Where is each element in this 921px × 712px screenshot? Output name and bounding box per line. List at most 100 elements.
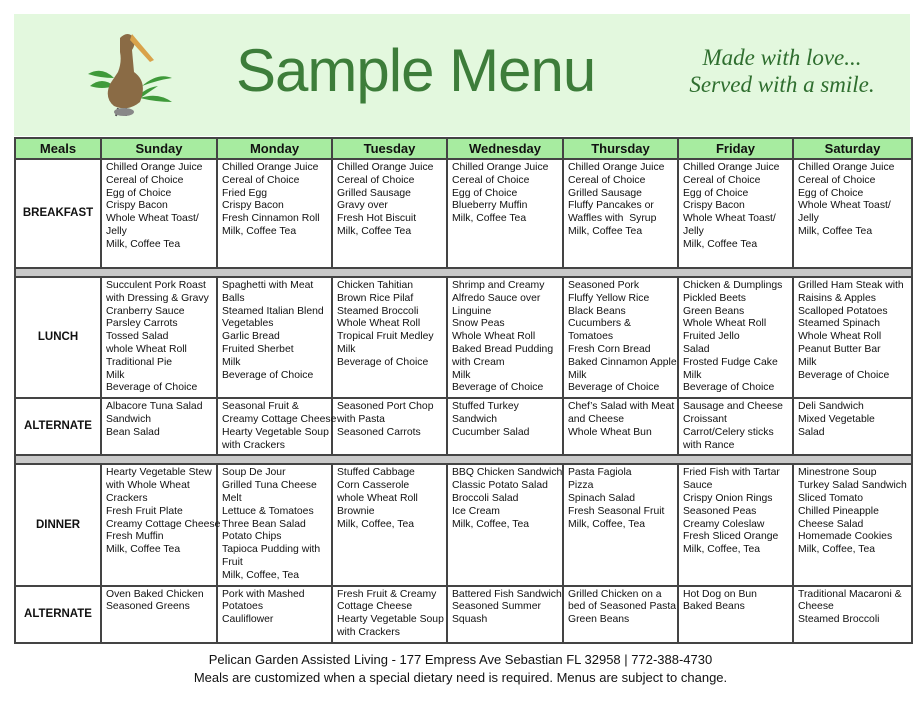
menu-item: Milk, Coffee Tea [106,238,181,250]
menu-item: Linguine [452,305,492,317]
menu-item: Egg of Choice [452,187,518,199]
meal-row-breakfast: BREAKFAST Chilled Orange Juice Cereal of C… [14,158,913,269]
menu-item: Whole Wheat Toast/ [106,213,199,225]
menu-item: Chicken Tahitian [337,280,414,291]
tagline: Made with love... Served with a smile. [668,44,896,98]
menu-item: with Whole Wheat [106,480,190,492]
menu-item: Fresh Corn Bread [568,343,651,355]
menu-item: Cereal of Choice [452,174,530,186]
menu-cell-wednesday: BBQ Chicken Sandwich Classic Potato Salad… [446,463,564,587]
menu-item: Fruited Jello [683,331,740,343]
menu-item: Chilled Orange Juice [106,162,203,173]
menu-cell-tuesday: Seasoned Port Chop with Pasta Seasoned Car… [331,397,448,457]
menu-item: Milk, Coffee, Tea [222,569,300,581]
menu-item: with Rance [683,439,735,451]
menu-item: Squash [452,614,488,626]
menu-item: Steamed Spinach [798,318,881,330]
menu-item: with Dressing & Gravy [106,292,209,304]
menu-item: Seasoned Peas [683,505,757,517]
meal-label: DINNER [14,463,102,587]
menu-item: Steamed Broccoli [798,614,880,626]
row-separator [14,454,913,466]
menu-item: Crispy Bacon [106,200,168,212]
pelican-logo-icon [88,34,172,117]
menu-item: whole Wheat Roll [337,492,418,504]
menu-item: Seasoned Pork [568,280,640,291]
menu-item: Creamy Cottage Cheese [106,518,221,530]
menu-item: Cauliflower [222,614,274,626]
column-header-thursday: Thursday [562,137,679,160]
meal-label: ALTERNATE [14,397,102,457]
menu-item: Sausage and Cheese [683,401,783,413]
menu-item: Milk, Coffee, Tea [683,544,761,556]
menu-cell-sunday: Albacore Tuna Salad Sandwich Bean Salad [100,397,218,457]
menu-item: Milk [337,343,356,355]
menu-item: Crackers [106,492,148,504]
menu-item: Blueberry Muffin [452,200,528,212]
tagline-line-1: Made with love... [702,45,862,70]
menu-item: Fresh Muffin [106,531,164,543]
menu-item: with Cream [452,356,505,368]
menu-item: Snow Peas [452,318,505,330]
menu-item: Potatoes [222,601,264,613]
column-header-tuesday: Tuesday [331,137,448,160]
column-header-friday: Friday [677,137,794,160]
menu-item: Whole Wheat Roll [337,318,421,330]
menu-item: Grilled Sausage [337,187,411,199]
menu-item: Chilled Pineapple [798,505,879,517]
menu-item: Succulent Pork Roast [106,280,206,291]
menu-item: Beverage of Choice [222,369,314,381]
menu-item: Salad [798,426,825,438]
menu-table: Meals Sunday Monday Tuesday Wednesday Thursda… [14,137,913,644]
menu-item: Milk [798,356,817,368]
menu-item: Fluffy Pancakes or [568,200,654,212]
menu-cell-tuesday: Chilled Orange Juice Cereal of Choice Gril… [331,158,448,269]
menu-item: Spaghetti with Meat [222,280,314,291]
menu-item: Tapioca Pudding with [222,544,321,556]
menu-item: Hearty Vegetable Soup [222,426,329,438]
menu-cell-monday: Soup De Jour Grilled Tuna Cheese Melt Lettu… [216,463,333,587]
menu-item: Whole Wheat Roll [798,331,882,343]
menu-item: Corn Casserole [337,480,410,492]
menu-item: Seasoned Greens [106,601,190,613]
menu-item: Crispy Bacon [222,200,284,212]
menu-item: Sandwich [106,413,152,425]
menu-cell-thursday: Chilled Orange Juice Cereal of Choice Gril… [562,158,679,269]
menu-item: Frosted Fudge Cake [683,356,778,368]
menu-item: Chilled Orange Juice [683,162,780,173]
menu-item: Steamed Broccoli [337,305,419,317]
menu-item: Raisins & Apples [798,292,876,304]
menu-item: Grilled Chicken on a [568,588,662,600]
menu-item: Milk [452,369,471,381]
menu-item: Fried Fish with Tartar [683,467,780,479]
menu-item: Fresh Sliced Orange [683,531,779,543]
menu-cell-saturday: Grilled Ham Steak with Raisins & Apples Sc… [792,275,913,400]
menu-item: Fresh Seasonal Fruit [568,505,665,517]
menu-item: Crispy Bacon [683,200,745,212]
menu-item: Milk [222,356,241,368]
menu-item: BBQ Chicken Sandwich [452,467,563,479]
menu-cell-friday: Chilled Orange Juice Cereal of Choice Egg … [677,158,794,269]
menu-item: Whole Wheat Roll [683,318,767,330]
menu-item: Milk, Coffee Tea [106,544,181,556]
menu-item: Fluffy Yellow Rice [568,292,650,304]
separator-bar [14,267,913,278]
menu-item: Fresh Fruit Plate [106,505,183,517]
menu-item: Milk, Coffee, Tea [337,518,415,530]
menu-item: Milk [568,369,587,381]
menu-item: Hearty Vegetable Stew [106,467,212,479]
menu-cell-friday: Sausage and Cheese Croissant Carrot/Celery… [677,397,794,457]
menu-item: Waffles with Syrup [568,213,657,225]
menu-item: Cranberry Sauce [106,305,185,317]
menu-item: Sauce [683,480,713,492]
menu-item: Vegetables [222,318,274,330]
menu-item: Pork with Mashed [222,588,305,600]
menu-item: Egg of Choice [683,187,749,199]
menu-cell-thursday: Chef’s Salad with Meat and Cheese Whole Wh… [562,397,679,457]
menu-item: Jelly [798,213,819,225]
menu-item: with Crackers [337,626,400,638]
menu-item: Pizza [568,480,594,492]
menu-item: Creamy Coleslaw [683,518,765,530]
menu-cell-saturday: Chilled Orange Juice Cereal of Choice Egg … [792,158,913,269]
footer-note: Meals are customized when a special diet… [193,670,728,685]
